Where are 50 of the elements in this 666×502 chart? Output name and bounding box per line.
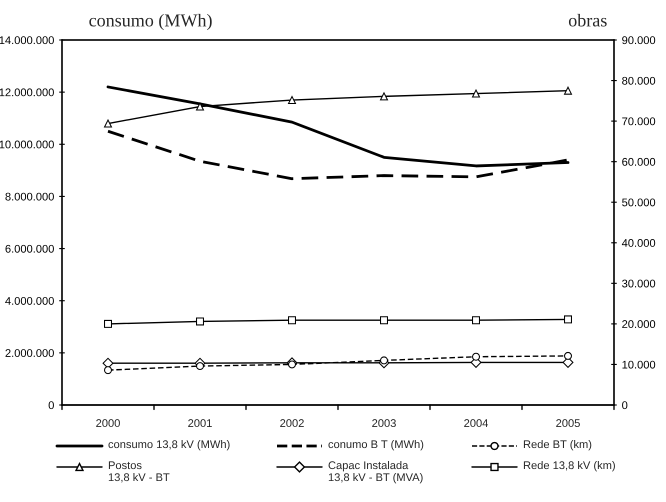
- point: [380, 92, 388, 100]
- y2-tick-label: 10.000: [622, 360, 656, 369]
- y2-tick-label: 90.000: [622, 36, 656, 44]
- point: [564, 86, 572, 95]
- y-tick-label: 10.000.000: [0, 140, 54, 148]
- point: [104, 120, 112, 128]
- legend-label: consumo 13,8 kV (MWh): [108, 440, 230, 450]
- point: [288, 96, 296, 104]
- y-tick-label: 12.000.000: [0, 88, 54, 96]
- y-tick-label: 6.000.000: [6, 244, 54, 253]
- y-tick-label: 14.000.000: [0, 36, 54, 44]
- x-tick-label: 2004: [464, 419, 488, 428]
- x-tick-label: 2005: [556, 419, 580, 428]
- y-tick-label: 0: [48, 401, 54, 410]
- point: [380, 316, 388, 324]
- y-tick-label: 4.000.000: [5, 296, 54, 305]
- point: [472, 316, 480, 324]
- y2-tick-label: 20.000: [622, 320, 656, 328]
- point: [564, 352, 572, 360]
- point: [196, 362, 204, 370]
- x-tick-label: 2000: [96, 419, 120, 428]
- point: [472, 90, 480, 98]
- legend-label: conumo B T (MWh): [328, 440, 424, 450]
- legend-label: Rede 13,8 kV (km): [524, 461, 615, 472]
- point: [288, 360, 296, 368]
- point: [196, 317, 204, 326]
- point: [288, 316, 296, 324]
- point: [104, 320, 112, 328]
- y-tick-label: 8.000.000: [5, 192, 54, 201]
- point: [196, 102, 204, 111]
- y2-tick-label: 40.000: [622, 239, 656, 247]
- legend-label: Capac Instalada 13,8 kV - BT (MVA): [328, 461, 423, 484]
- x-tick-label: 2001: [188, 419, 212, 428]
- y2-tick-label: 0: [622, 401, 628, 410]
- y2-tick-label: 70.000: [622, 117, 656, 126]
- point: [472, 352, 480, 361]
- point: [380, 356, 388, 364]
- point: [564, 315, 572, 324]
- point: [104, 366, 112, 374]
- y2-tick-label: 50.000: [622, 198, 656, 206]
- x-tick-label: 2003: [372, 419, 396, 428]
- y2-tick-label: 60.000: [622, 158, 656, 166]
- legend-label: Rede BT (km): [524, 440, 592, 450]
- y2-tick-label: 30.000: [622, 280, 656, 288]
- x-tick-label: 2002: [280, 419, 304, 428]
- y2-tick-label: 80.000: [622, 76, 656, 85]
- y-axis-title: consumo (MWh): [89, 14, 212, 30]
- y2-axis-title: obras: [568, 14, 607, 27]
- legend-label: Postos 13,8 kV - BT: [108, 461, 170, 482]
- y-tick-label: 2.000.000: [5, 349, 54, 357]
